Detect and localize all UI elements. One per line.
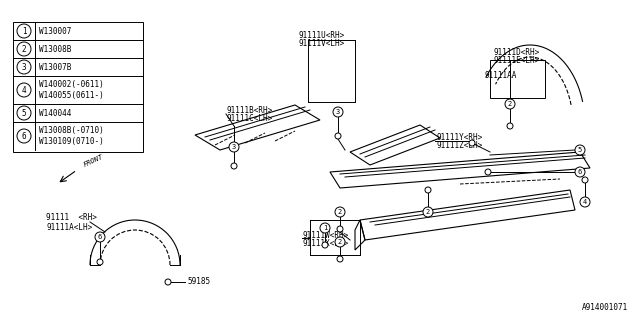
Text: 2: 2 bbox=[338, 239, 342, 245]
Circle shape bbox=[322, 242, 328, 248]
Text: W140044: W140044 bbox=[39, 108, 72, 117]
Circle shape bbox=[320, 223, 330, 233]
Circle shape bbox=[95, 232, 105, 242]
Circle shape bbox=[423, 207, 433, 217]
Text: 91111X<LH>: 91111X<LH> bbox=[302, 238, 348, 247]
Text: W13008B(-0710)
W130109(0710-): W13008B(-0710) W130109(0710-) bbox=[39, 126, 104, 146]
Circle shape bbox=[337, 226, 343, 232]
Text: 4: 4 bbox=[22, 85, 26, 94]
Text: 1: 1 bbox=[22, 27, 26, 36]
Text: 91111W<RH>: 91111W<RH> bbox=[302, 230, 348, 239]
Text: 91111U<RH>: 91111U<RH> bbox=[298, 30, 344, 39]
Circle shape bbox=[582, 177, 588, 183]
Circle shape bbox=[505, 99, 515, 109]
Text: 91111A<LH>: 91111A<LH> bbox=[46, 222, 92, 231]
Text: W13008B: W13008B bbox=[39, 44, 72, 53]
Text: 91111D<RH>: 91111D<RH> bbox=[493, 47, 540, 57]
Text: 3: 3 bbox=[336, 109, 340, 115]
Text: 4: 4 bbox=[583, 199, 587, 205]
Circle shape bbox=[17, 24, 31, 38]
Text: 91111Z<LH>: 91111Z<LH> bbox=[436, 140, 483, 149]
Circle shape bbox=[335, 237, 345, 247]
Circle shape bbox=[469, 140, 475, 146]
Circle shape bbox=[425, 187, 431, 193]
Text: 2: 2 bbox=[338, 209, 342, 215]
Text: 2: 2 bbox=[508, 101, 512, 107]
Text: 2: 2 bbox=[426, 209, 430, 215]
Circle shape bbox=[485, 169, 491, 175]
Text: 2: 2 bbox=[22, 44, 26, 53]
Text: FRONT: FRONT bbox=[83, 154, 105, 168]
Circle shape bbox=[507, 123, 513, 129]
Text: W130007: W130007 bbox=[39, 27, 72, 36]
Text: W13007B: W13007B bbox=[39, 62, 72, 71]
Text: 91111AA: 91111AA bbox=[484, 70, 516, 79]
Text: 6: 6 bbox=[22, 132, 26, 140]
Text: 1: 1 bbox=[323, 225, 327, 231]
Text: 3: 3 bbox=[232, 144, 236, 150]
Circle shape bbox=[337, 256, 343, 262]
Circle shape bbox=[335, 133, 341, 139]
Circle shape bbox=[229, 142, 239, 152]
Text: 91111Y<RH>: 91111Y<RH> bbox=[436, 132, 483, 141]
Text: A914001071: A914001071 bbox=[582, 303, 628, 312]
Circle shape bbox=[17, 60, 31, 74]
Circle shape bbox=[17, 106, 31, 120]
Bar bbox=[490, 60, 545, 98]
Circle shape bbox=[333, 107, 343, 117]
Circle shape bbox=[17, 83, 31, 97]
Circle shape bbox=[97, 259, 103, 265]
Circle shape bbox=[575, 167, 585, 177]
Text: 91111C<LH>: 91111C<LH> bbox=[226, 114, 272, 123]
Text: 5: 5 bbox=[22, 108, 26, 117]
Circle shape bbox=[165, 279, 171, 285]
Circle shape bbox=[231, 163, 237, 169]
Circle shape bbox=[335, 207, 345, 217]
Text: 91111  <RH>: 91111 <RH> bbox=[46, 213, 97, 222]
Text: W140002(-0611)
W140055(0611-): W140002(-0611) W140055(0611-) bbox=[39, 80, 104, 100]
Text: 5: 5 bbox=[578, 147, 582, 153]
Text: 91111V<LH>: 91111V<LH> bbox=[298, 38, 344, 47]
Circle shape bbox=[17, 129, 31, 143]
Text: 3: 3 bbox=[22, 62, 26, 71]
Circle shape bbox=[575, 145, 585, 155]
Circle shape bbox=[17, 42, 31, 56]
Text: 91111B<RH>: 91111B<RH> bbox=[226, 106, 272, 115]
Text: 59185: 59185 bbox=[187, 277, 210, 286]
Bar bbox=[13, 22, 143, 152]
Text: 6: 6 bbox=[98, 234, 102, 240]
Circle shape bbox=[580, 197, 590, 207]
Text: 6: 6 bbox=[578, 169, 582, 175]
Text: 91111E<LH>: 91111E<LH> bbox=[493, 55, 540, 65]
